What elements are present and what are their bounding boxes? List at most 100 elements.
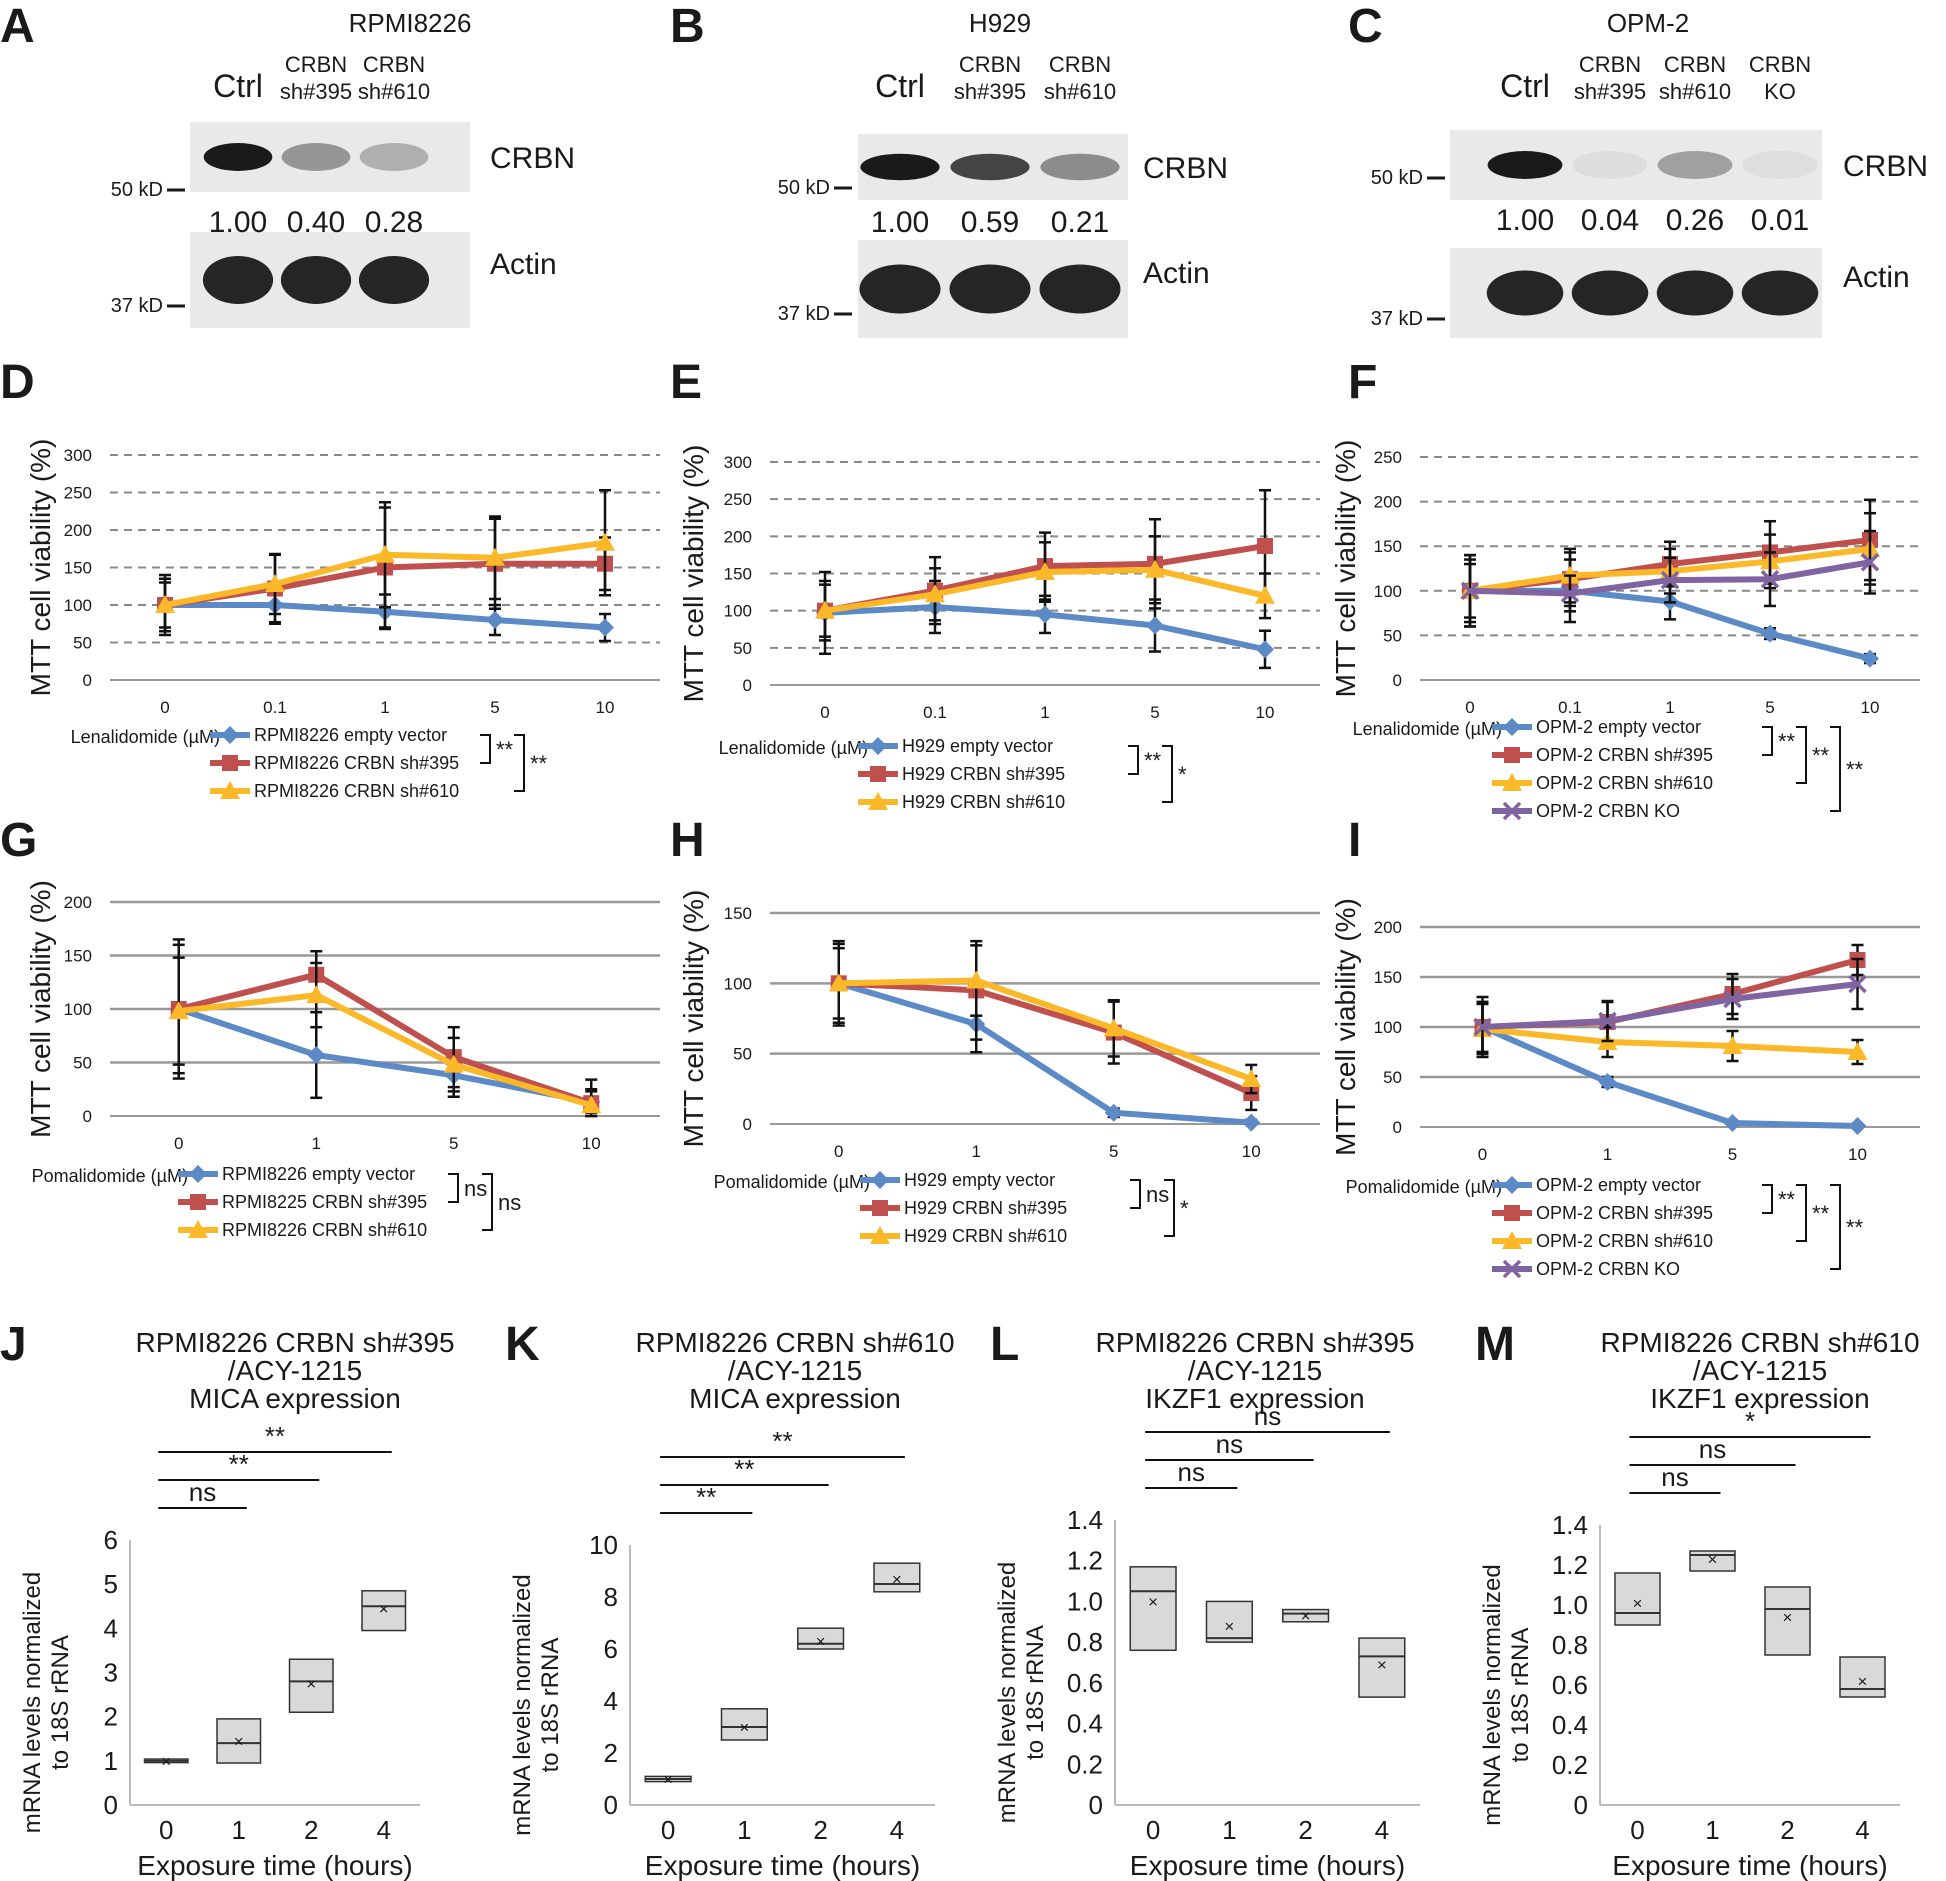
data-point-marker [581,1095,602,1114]
lane-label-line: sh#395 [280,79,352,104]
significance-label: ** [496,737,514,762]
data-point-marker [1504,747,1520,763]
data-point-marker [870,1226,890,1244]
x-tick-label: 1 [1040,703,1049,722]
box-mean-marker: × [1783,1608,1793,1627]
legend-entry: RPMI8226 CRBN sh#610 [254,781,459,801]
legend-entry: OPM-2 empty vector [1536,717,1701,737]
box [1839,1656,1886,1698]
y-axis-title-line: mRNA levels normalized [994,1562,1021,1823]
lane-label-line: CRBN [1664,52,1726,77]
box-mean-marker: × [663,1770,673,1789]
significance-label: * [1178,762,1187,787]
series-line [1481,1024,1858,1129]
data-point-marker [1598,1073,1617,1091]
y-tick-label: 100 [64,1000,92,1019]
legend-entry: OPM-2 CRBN KO [1536,1259,1680,1279]
data-point-marker [1035,562,1055,581]
crbn-quantification: 1.00 [871,206,929,239]
data-point-marker [1660,570,1680,590]
series-opm-2-empty-vector [1473,995,1867,1135]
box-plot-title-line: RPMI8226 CRBN sh#610 [635,1327,954,1358]
legend-entry: RPMI8226 CRBN sh#395 [254,753,459,773]
panel-label: G [0,814,37,867]
significance-bracket [1796,1184,1807,1242]
legend-entry: RPMI8226 empty vector [254,725,447,745]
y-tick-label: 150 [724,904,752,923]
x-tick-label: 10 [1242,1142,1261,1161]
series-line [1482,1026,1858,1055]
kd-marker-50: 50 kD [111,179,163,201]
y-axis-title-line: mRNA levels normalized [1479,1564,1506,1825]
kd-marker-37: 37 kD [778,303,830,325]
panel-label: D [0,356,35,409]
box-mean-marker: × [1858,1672,1868,1691]
y-tick-label: 0 [743,1115,752,1134]
data-point-marker [1504,1205,1520,1221]
x-tick-label: 1 [312,1134,321,1153]
significance-bracket [1128,745,1139,775]
significance-label: ns [1146,1182,1169,1207]
lane-label-line: CRBN [959,52,1021,77]
y-tick-label: 250 [724,490,752,509]
data-point-marker [1503,1176,1521,1194]
significance-label: ** [1144,748,1162,773]
crbn-band [1487,151,1563,179]
series-rpmi8226-crbn-sh-610 [155,489,615,629]
panel-label: A [0,0,35,53]
crbn-band-label: CRBN [490,142,575,175]
panel-label: K [505,1318,540,1371]
actin-band [1741,270,1819,316]
data-point-marker [815,600,835,619]
x-tick-label: 5 [490,698,499,717]
actin-band-label: Actin [1143,257,1210,290]
y-tick-label: 1.2 [1067,1546,1103,1576]
panel-label: C [1348,0,1383,53]
data-point-marker [1460,581,1480,601]
line-chart-panel-g: G 0 50 100 150 200 0 1 5 10 MTT cell viability (%)… [0,814,660,1240]
lane-label: Ctrl [1500,68,1550,104]
y-axis-title: MTT cell viability (%) [678,890,709,1148]
x-tick-label: 0 [1465,698,1474,717]
crbn-band [1572,151,1648,179]
y-tick-label: 0.4 [1552,1710,1588,1740]
y-tick-label: 5 [104,1569,118,1599]
crbn-quantification: 0.04 [1581,204,1639,237]
x-tick-label: 0 [174,1134,183,1153]
x-tick-label: 1 [1665,698,1674,717]
y-tick-label: 10 [589,1530,618,1560]
data-point-marker [966,970,987,989]
data-point-marker [1502,1231,1522,1249]
panel-label: M [1475,1318,1515,1371]
x-tick-label: 4 [1855,1815,1869,1845]
blot-cell-line-title: RPMI8226 [349,8,472,38]
y-tick-label: 1.4 [1067,1505,1103,1535]
y-axis-title: MTT cell viability (%) [25,439,56,697]
x-axis-title: Pomalidomide (µM) [32,1166,188,1186]
y-tick-label: 100 [724,974,752,993]
line-chart-panel-h: H 0 50 100 150 0 1 5 10 MTT cell viability (%) Pom… [670,814,1320,1246]
box-mean-marker: × [816,1632,826,1651]
crbn-band [281,143,351,171]
legend-entry: H929 empty vector [904,1170,1055,1190]
y-tick-label: 100 [1374,1018,1402,1037]
line-chart-panel-e: E 0 50 100 150 200 250 300 0 0.1 1 5 10 MTT cell viab… [670,356,1320,812]
data-point-marker [221,726,239,744]
lane-label-line: sh#395 [1574,79,1646,104]
crbn-band-label: CRBN [1143,152,1228,185]
y-tick-label: 0.2 [1067,1749,1103,1779]
data-point-marker [1257,537,1273,554]
data-point-marker [1502,1259,1522,1279]
legend-entry: OPM-2 CRBN sh#610 [1536,1231,1713,1251]
significance-bracket [1830,1184,1841,1270]
y-tick-label: 2 [604,1738,618,1768]
data-point-marker [486,611,504,629]
data-point-marker [1104,1103,1123,1122]
box [216,1718,262,1764]
panel-label: F [1348,356,1377,409]
series-line [837,980,1252,1126]
series-h929-crbn-sh-395 [830,939,1260,1112]
box-mean-marker: × [1633,1594,1643,1613]
